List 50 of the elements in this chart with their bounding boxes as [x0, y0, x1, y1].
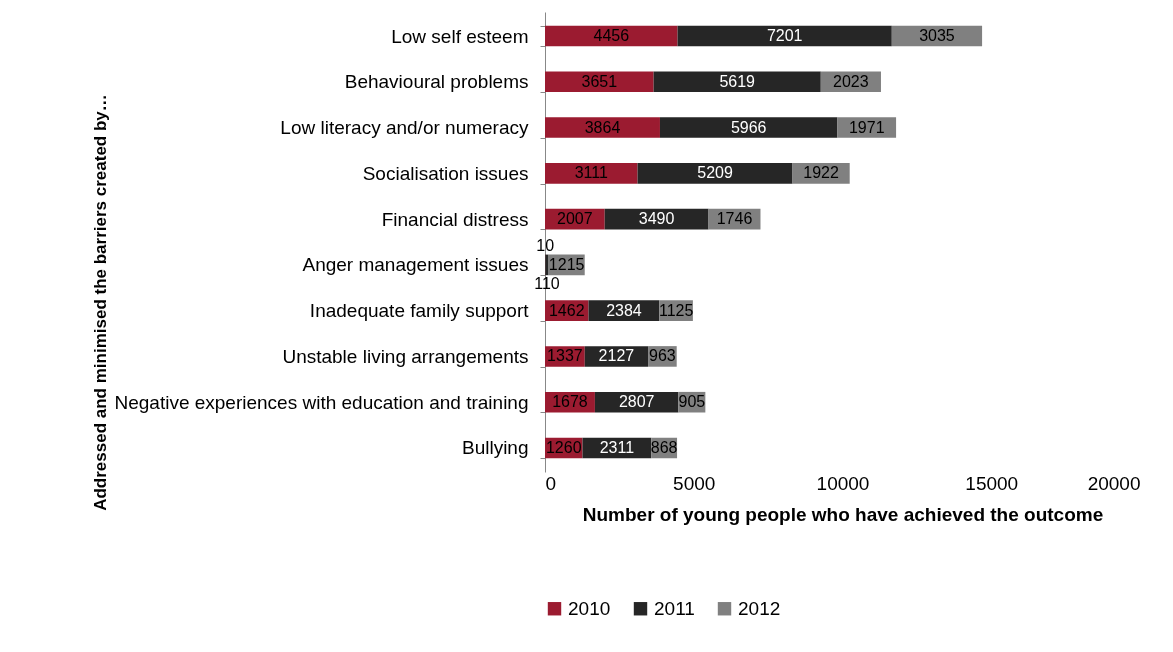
data-label: 5619 — [719, 72, 756, 90]
data-label: 5209 — [697, 164, 733, 182]
data-label: 7201 — [766, 27, 803, 45]
data-label: 1125 — [658, 301, 694, 319]
y-tick-label: Socialisation issues — [362, 162, 529, 184]
data-label: 1971 — [848, 118, 885, 136]
y-tick-label: Unstable living arrangements — [282, 345, 529, 367]
x-tick-label: 10000 — [816, 472, 870, 494]
y-tick-label: Inadequate family support — [309, 300, 530, 322]
data-label: 3490 — [638, 210, 675, 228]
data-label: 1746 — [716, 210, 753, 228]
data-label: 110 — [534, 274, 560, 292]
y-tick-label: Low literacy and/or numeracy — [280, 117, 529, 139]
data-label: 963 — [649, 347, 676, 365]
data-label: 1260 — [545, 438, 582, 456]
x-tick-label: 5000 — [673, 472, 716, 494]
y-tick-label: Bullying — [461, 437, 529, 459]
y-tick-label: Anger management issues — [302, 254, 529, 276]
y-tick-label: Low self esteem — [391, 25, 529, 47]
legend-label: 2011 — [654, 597, 695, 619]
data-label: 2807 — [618, 393, 655, 411]
data-label: 868 — [650, 438, 678, 456]
data-label: 10 — [536, 236, 555, 254]
data-label: 3864 — [584, 118, 621, 136]
data-label: 1337 — [547, 347, 583, 365]
data-label: 2023 — [833, 72, 869, 90]
x-tick-label: 20000 — [1087, 472, 1141, 494]
data-label: 4456 — [593, 27, 630, 45]
data-label: 1215 — [548, 255, 585, 273]
y-tick-label: Financial distress — [381, 208, 529, 230]
data-label: 5966 — [730, 118, 767, 136]
y-tick-label: Negative experiences with education and training — [114, 391, 529, 413]
legend-label: 2012 — [738, 597, 781, 619]
legend-label: 2010 — [568, 597, 611, 619]
y-tick-label: Behavioural problems — [344, 71, 529, 93]
data-label: 3035 — [919, 27, 955, 45]
data-label: 905 — [678, 393, 706, 411]
y-axis-title: Addressed and minimised the barriers created by… — [90, 94, 110, 511]
x-axis-title: Number of young people who have achieved the outcome — [582, 503, 1104, 525]
data-label: 1678 — [552, 393, 588, 411]
data-label: 3111 — [574, 164, 608, 182]
data-label: 1462 — [548, 301, 585, 319]
data-label: 2127 — [598, 347, 635, 365]
data-label: 3651 — [581, 72, 618, 90]
x-tick-label: 0 — [545, 472, 557, 494]
data-label: 2311 — [599, 438, 635, 456]
data-label: 2007 — [557, 210, 593, 228]
x-tick-label: 15000 — [965, 472, 1019, 494]
data-label: 1922 — [803, 164, 840, 182]
data-label: 2384 — [606, 301, 642, 319]
